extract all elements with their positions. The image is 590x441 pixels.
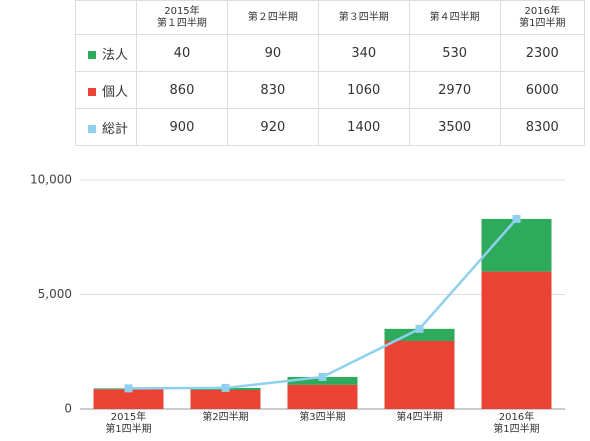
column-header: 第２四半期 <box>226 0 319 35</box>
table-cell: 900 <box>136 108 228 146</box>
row-label: 法人 <box>75 34 137 72</box>
table-cell: 340 <box>317 34 410 72</box>
table-cell: 920 <box>226 108 319 146</box>
column-header: 第４四半期 <box>408 0 501 35</box>
table-row: 総計 900 920 1400 3500 8300 <box>75 108 586 146</box>
y-tick-label: 5,000 <box>38 287 72 301</box>
x-tick-label: 第4四半期 <box>396 412 443 423</box>
x-tick-label: 第3四半期 <box>299 412 346 423</box>
line-marker <box>221 383 230 392</box>
x-tick-label: 第2四半期 <box>202 412 249 423</box>
line-marker <box>415 324 424 333</box>
table-cell: 1060 <box>317 71 410 109</box>
table-cell: 530 <box>408 34 501 72</box>
table-cell: 2970 <box>408 71 501 109</box>
line-marker <box>318 372 327 381</box>
table-cell: 860 <box>136 71 228 109</box>
table-cell: 1400 <box>317 108 410 146</box>
table-cell: 3500 <box>408 108 501 146</box>
legend-swatch <box>88 51 96 59</box>
x-tick-label: 2016年 第1四半期 <box>493 412 540 435</box>
data-table: 2015年 第１四半期 第２四半期 第３四半期 第４四半期 2016年 第1四半期法人 4… <box>75 0 586 146</box>
table-cell: 40 <box>136 34 228 72</box>
table-cell: 2300 <box>499 34 586 72</box>
bar <box>93 389 164 409</box>
table-row: 個人 860 830 1060 2970 6000 <box>75 71 586 109</box>
table-cell: 830 <box>226 71 319 109</box>
bar <box>287 384 358 409</box>
corner <box>75 0 137 35</box>
table-cell: 8300 <box>499 108 586 146</box>
row-label: 総計 <box>75 108 137 146</box>
x-tick-label: 2015年 第1四半期 <box>105 412 152 435</box>
line-marker <box>512 214 521 223</box>
legend-label: 法人 <box>102 47 129 63</box>
table-header: 2015年 第１四半期 第２四半期 第３四半期 第４四半期 2016年 第1四半期 <box>75 0 586 35</box>
legend-swatch <box>88 125 96 133</box>
bar <box>481 271 552 409</box>
row-label: 個人 <box>75 71 137 109</box>
bar <box>190 389 261 409</box>
table-cell: 90 <box>226 34 319 72</box>
table-row: 法人 40 90 340 530 2300 <box>75 34 586 72</box>
y-tick-label: 0 <box>64 402 72 416</box>
line-marker <box>124 384 133 393</box>
y-tick-label: 10,000 <box>30 173 72 187</box>
bar <box>384 340 455 409</box>
table-cell: 6000 <box>499 71 586 109</box>
line <box>128 218 518 390</box>
column-header: 2015年 第１四半期 <box>136 0 228 35</box>
legend-swatch <box>88 88 96 96</box>
column-header: 第３四半期 <box>317 0 410 35</box>
legend-label: 総計 <box>102 121 129 137</box>
column-header: 2016年 第1四半期 <box>499 0 586 35</box>
legend-label: 個人 <box>102 84 129 100</box>
